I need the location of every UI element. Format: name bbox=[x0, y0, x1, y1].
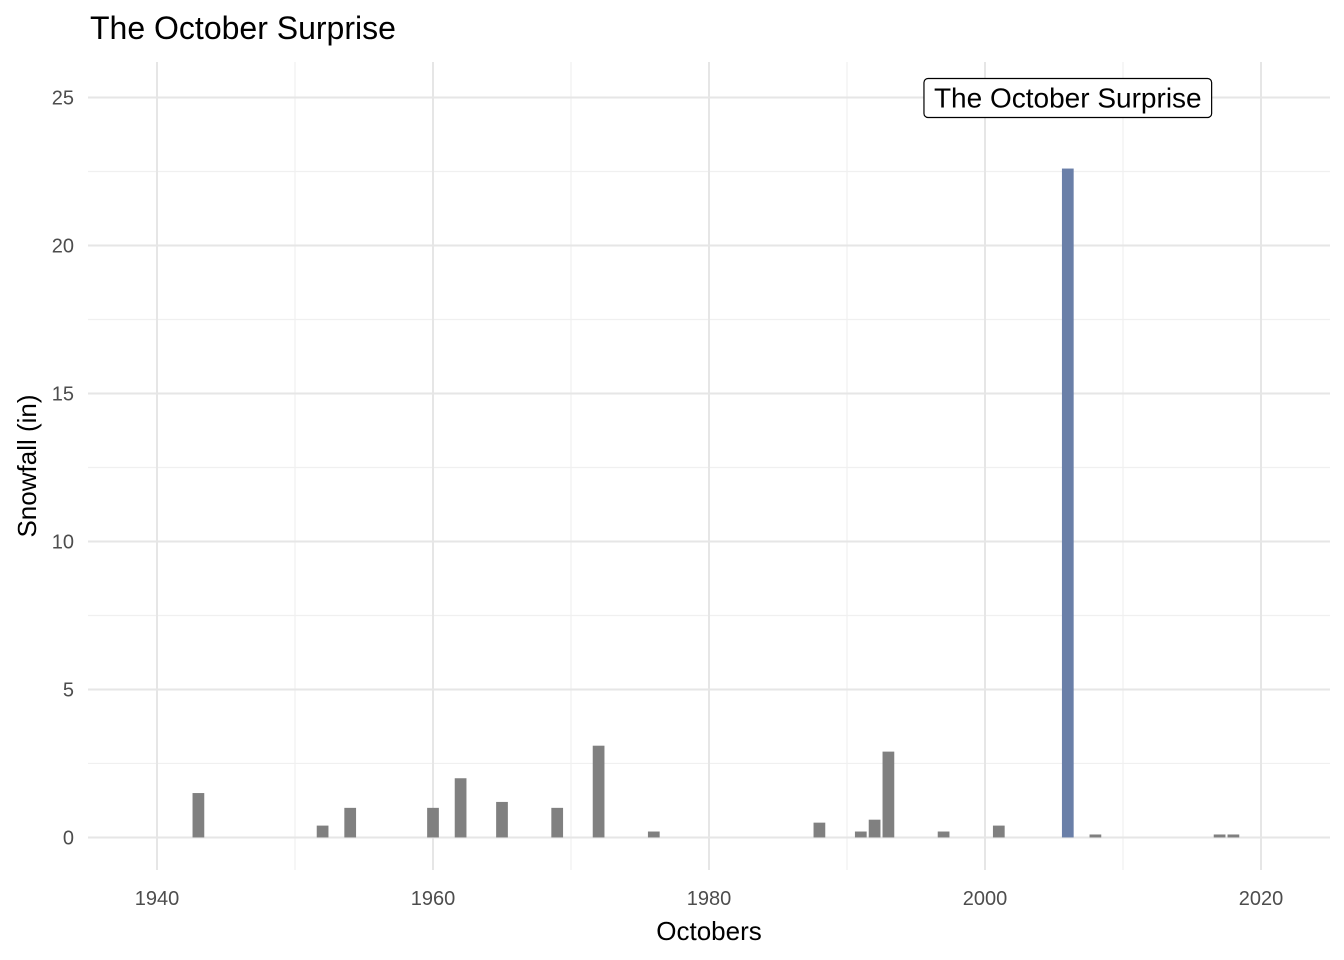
chart-title: The October Surprise bbox=[90, 10, 396, 46]
x-tick-label: 1960 bbox=[411, 888, 456, 910]
x-tick-label: 2020 bbox=[1239, 888, 1284, 910]
y-tick-label: 25 bbox=[52, 88, 74, 110]
annotation-label: The October Surprise bbox=[934, 83, 1202, 114]
bars bbox=[192, 168, 1240, 838]
x-tick-label: 1940 bbox=[135, 888, 180, 910]
bar bbox=[427, 807, 439, 838]
y-tick-label: 5 bbox=[63, 679, 74, 701]
y-tick-label: 0 bbox=[63, 827, 74, 849]
bar bbox=[854, 831, 867, 838]
grid-lines bbox=[88, 62, 1330, 870]
bar bbox=[192, 793, 205, 838]
bar bbox=[992, 825, 1005, 838]
y-tick-label: 20 bbox=[52, 236, 74, 258]
annotation: The October Surprise bbox=[923, 77, 1213, 119]
highlight-bar bbox=[1061, 168, 1074, 838]
y-axis-ticks: 0 5 10 15 20 25 bbox=[52, 88, 74, 850]
x-axis-title: Octobers bbox=[656, 916, 762, 946]
x-tick-label: 1980 bbox=[687, 888, 732, 910]
bar bbox=[344, 807, 357, 838]
bar bbox=[868, 819, 881, 838]
y-tick-label: 15 bbox=[52, 383, 74, 405]
bar bbox=[316, 825, 329, 838]
bar bbox=[454, 778, 467, 838]
annotation-box bbox=[923, 77, 1213, 119]
bar bbox=[592, 745, 605, 838]
y-tick-label: 10 bbox=[52, 531, 74, 553]
bar bbox=[1089, 834, 1102, 838]
bar bbox=[882, 751, 895, 838]
bar bbox=[1213, 834, 1226, 838]
bar bbox=[551, 807, 564, 838]
y-axis-title: Snowfall (in) bbox=[12, 394, 42, 537]
bar bbox=[813, 822, 826, 838]
bar bbox=[647, 831, 660, 838]
bar bbox=[496, 801, 508, 838]
x-tick-label: 2000 bbox=[963, 888, 1008, 910]
x-axis-ticks: 1940 1960 1980 2000 2020 bbox=[135, 888, 1284, 910]
bar bbox=[937, 831, 950, 838]
bar bbox=[1227, 834, 1240, 838]
